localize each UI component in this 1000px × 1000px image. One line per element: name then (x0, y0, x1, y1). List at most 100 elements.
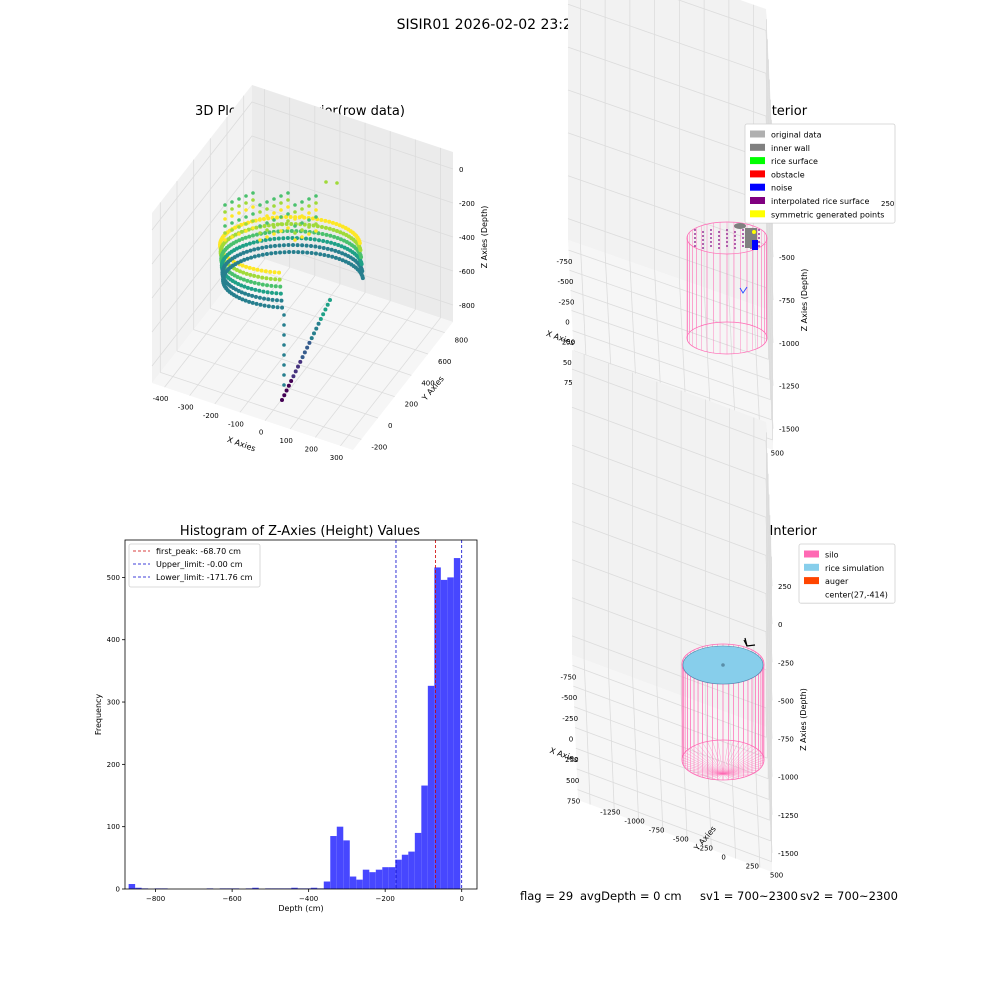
data-point (710, 245, 712, 247)
data-point (336, 243, 341, 248)
data-point (284, 215, 289, 220)
data-point (300, 355, 305, 360)
z-axis-label: Z Axies (Depth) (480, 206, 489, 269)
x-axis-label: Depth (cm) (278, 904, 323, 913)
grid-line (571, 597, 773, 815)
silo-top-rim (686, 221, 768, 255)
wire-line (722, 740, 729, 775)
data-point (239, 229, 244, 234)
raw-data-plot: -400 -300 -200 -100 0 100 200 300 -200 0 200 400 600… (151, 85, 489, 462)
data-point (269, 290, 274, 295)
legend-swatch (804, 577, 819, 585)
y-tick-label: -250 (697, 845, 713, 853)
data-point (340, 258, 345, 263)
wire-line (707, 741, 724, 775)
simulation-legend: silo rice simulation auger center(27,-414) (798, 543, 896, 604)
data-point (317, 238, 322, 243)
grid-line (340, 317, 441, 447)
grid-line (583, 659, 591, 805)
data-point (230, 228, 234, 232)
data-point (286, 226, 290, 230)
data-point (312, 237, 317, 242)
data-point (285, 236, 290, 241)
data-point (238, 252, 243, 257)
data-point (282, 393, 287, 398)
z-tick-label: -250 (778, 659, 794, 667)
data-point (318, 252, 323, 257)
data-point (281, 236, 286, 241)
data-point (333, 248, 338, 253)
data-point (329, 240, 334, 245)
data-point (242, 284, 247, 289)
data-point (257, 288, 262, 293)
data-point (256, 246, 261, 251)
histogram-bar (408, 851, 415, 889)
data-point (259, 268, 264, 273)
data-point (302, 222, 307, 227)
grid-line (571, 521, 773, 739)
histogram-bars (128, 558, 461, 889)
wire-line (722, 773, 739, 779)
x-tick-label: -250 (562, 715, 578, 723)
x-tick-label: −800 (146, 895, 165, 903)
data-point (282, 353, 286, 357)
data-point (359, 255, 364, 260)
data-point (270, 297, 275, 302)
data-point (320, 231, 325, 236)
histogram-bar (356, 879, 363, 889)
wire-line (682, 757, 724, 775)
data-point (288, 215, 293, 220)
data-point (330, 254, 335, 259)
histogram-title: Histogram of Z-Axies (Height) Values (179, 524, 421, 539)
data-point (332, 241, 337, 246)
data-point (251, 191, 255, 195)
data-point (314, 208, 318, 212)
data-point (289, 222, 294, 227)
data-point (253, 218, 258, 223)
data-point (284, 388, 289, 393)
data-point (734, 231, 736, 233)
grid-line (160, 371, 362, 440)
data-point (286, 191, 290, 195)
data-point (264, 252, 269, 257)
data-point (710, 241, 712, 243)
data-point (247, 299, 252, 304)
data-point (293, 203, 297, 207)
data-point (261, 289, 266, 294)
legend-label: original data (771, 131, 822, 140)
data-point (279, 208, 283, 212)
grid-line (176, 350, 379, 419)
data-point (358, 248, 363, 253)
data-point (230, 214, 234, 218)
status-sv2: sv2 = 700~2300 (800, 889, 898, 903)
data-point (325, 246, 330, 251)
legend-swatch (750, 183, 765, 191)
data-point (239, 290, 244, 295)
data-point (314, 229, 318, 233)
data-point (758, 245, 760, 247)
z-tick-label: -500 (778, 697, 794, 705)
data-point (240, 297, 245, 302)
histogram-bar (362, 869, 370, 889)
data-point (258, 224, 262, 228)
data-point (296, 250, 301, 255)
data-point (317, 245, 322, 250)
data-point (237, 245, 242, 250)
wire-line (690, 747, 724, 775)
data-point (264, 245, 269, 250)
data-point (319, 224, 324, 229)
data-point (253, 287, 258, 292)
data-point (282, 373, 286, 377)
y-tick-label: -1000 (624, 818, 644, 826)
wire-line (690, 772, 724, 775)
x-tick-label: -400 (153, 395, 169, 403)
data-point (718, 243, 720, 245)
data-point (282, 343, 286, 347)
data-point (734, 235, 736, 237)
histogram-bar (323, 881, 331, 889)
data-point (694, 237, 696, 239)
data-point (316, 231, 321, 236)
wire-line (722, 740, 734, 775)
grid-line (574, 727, 770, 800)
data-point (251, 240, 256, 245)
